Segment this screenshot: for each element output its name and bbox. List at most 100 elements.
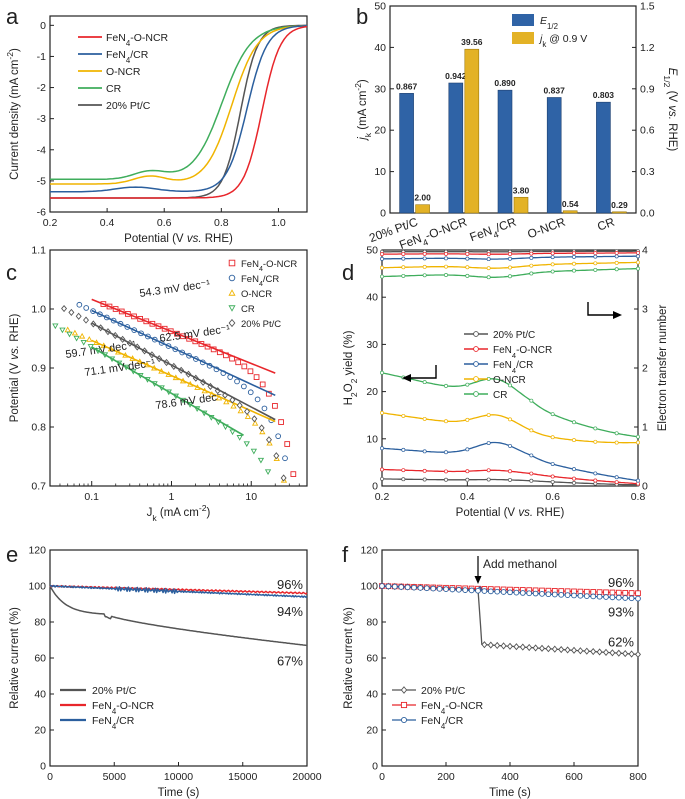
bar-label: 0.867: [396, 81, 418, 91]
tafel-point-CR: [236, 435, 243, 441]
y-tick-label-right: 4: [642, 245, 648, 257]
x-tick-label: 1.0: [271, 217, 286, 229]
legend-entry: 20% Pt/C: [92, 685, 137, 697]
y-tick-label: -4: [37, 144, 46, 156]
stability-curve-FeN4-O-NCR: [49, 584, 308, 595]
data-point: [539, 591, 545, 597]
data-point: [572, 261, 576, 266]
legend-entry: 20% Pt/C: [241, 319, 281, 330]
data-point: [422, 449, 427, 454]
tafel-point-CR: [257, 457, 265, 464]
data-point: [513, 643, 520, 651]
tafel-point-FeN4/CR: [241, 383, 247, 390]
data-point: [593, 261, 598, 266]
x-tick-label: 0: [47, 771, 53, 783]
panel-letter-e: e: [6, 542, 18, 567]
legend-entry: FeN4/CR: [241, 274, 279, 288]
data-point: [465, 447, 470, 452]
tafel-point-FeN4/CR: [76, 301, 83, 308]
data-point: [572, 438, 576, 443]
bar-jk: [562, 210, 578, 214]
data-point: [507, 642, 513, 650]
bar-jk: [612, 211, 627, 214]
tafel-fit-line: [91, 298, 276, 374]
lsv-curve-CR: [50, 24, 308, 181]
data-point: [572, 268, 576, 273]
tafel-point-FeN4-O-NCR: [241, 363, 248, 370]
data-point: [385, 583, 392, 590]
tafel-point-FeN4/CR: [275, 433, 282, 440]
plot-frame: [49, 15, 308, 213]
data-point: [593, 254, 598, 259]
x-tick-label: 0: [379, 771, 385, 783]
data-point: [614, 440, 619, 445]
tafel-point-20% Pt/C: [236, 401, 243, 409]
data-point: [465, 256, 470, 261]
retention-label: 94%: [277, 604, 303, 619]
x-tick-label: 0.6: [545, 491, 560, 503]
tafel-point-CR: [250, 448, 258, 455]
data-point: [614, 431, 619, 436]
stability-curve-20% Pt/C: [49, 585, 308, 647]
data-point: [430, 585, 437, 592]
data-point: [603, 648, 609, 656]
legend-marker: [400, 701, 408, 709]
x-axis-title: Time (s): [489, 787, 531, 799]
data-point: [449, 586, 456, 593]
data-point: [593, 478, 598, 483]
tafel-point-FeN4-O-NCR: [259, 381, 266, 388]
stability-curve-FeN4/CR: [49, 584, 308, 599]
data-point: [615, 649, 622, 657]
legend-marker: [473, 361, 479, 367]
tafel-point-CR: [59, 327, 66, 334]
bar-jk: [464, 48, 480, 214]
data-point: [444, 264, 448, 269]
data-point: [486, 275, 491, 280]
x-tick-label: 600: [565, 771, 583, 783]
data-point: [532, 644, 539, 652]
plot-frame: [381, 549, 639, 767]
data-point: [603, 589, 609, 596]
tafel-point-CR: [73, 335, 80, 342]
tafel-point-O-NCR: [230, 402, 237, 409]
data-point: [422, 273, 427, 278]
tafel-point-20% Pt/C: [258, 424, 265, 432]
methanol-annotation: Add methanol: [483, 557, 557, 571]
y-tick-label: 0.9: [31, 363, 46, 375]
data-point: [636, 254, 640, 259]
lsv-curve-FeN4/CR: [50, 24, 308, 193]
data-point: [462, 587, 469, 593]
x-axis-title: Potential (V vs. RHE): [124, 233, 233, 245]
data-point: [635, 595, 641, 602]
data-point: [614, 267, 619, 272]
data-point: [486, 252, 491, 257]
data-point: [455, 586, 462, 593]
legend-entry: O-NCR: [493, 375, 526, 386]
data-point: [526, 643, 533, 652]
data-point: [468, 587, 475, 594]
tafel-point-CR: [66, 331, 73, 338]
data-point: [411, 584, 417, 591]
legend-entry: CR: [241, 304, 255, 315]
data-point: [545, 591, 552, 598]
data-point: [609, 649, 616, 657]
legend-entry: CR: [106, 83, 122, 95]
legend-marker: [473, 391, 479, 397]
data-point: [529, 263, 534, 268]
data-point: [380, 265, 384, 270]
tafel-fit-line: [91, 309, 276, 397]
data-point: [628, 650, 635, 658]
data-point: [465, 477, 470, 482]
data-point: [529, 471, 534, 476]
data-point: [550, 412, 555, 417]
data-point: [380, 476, 384, 481]
left-axis-arrow: [410, 365, 437, 379]
tafel-point-O-NCR: [223, 398, 230, 405]
data-point: [422, 251, 427, 256]
y-tick-label: 100: [360, 581, 378, 593]
y-tick-label: -5: [37, 175, 46, 187]
bar-label: 3.80: [513, 185, 530, 195]
legend-marker: [228, 318, 236, 328]
data-point: [593, 481, 598, 486]
data-point: [615, 594, 622, 601]
